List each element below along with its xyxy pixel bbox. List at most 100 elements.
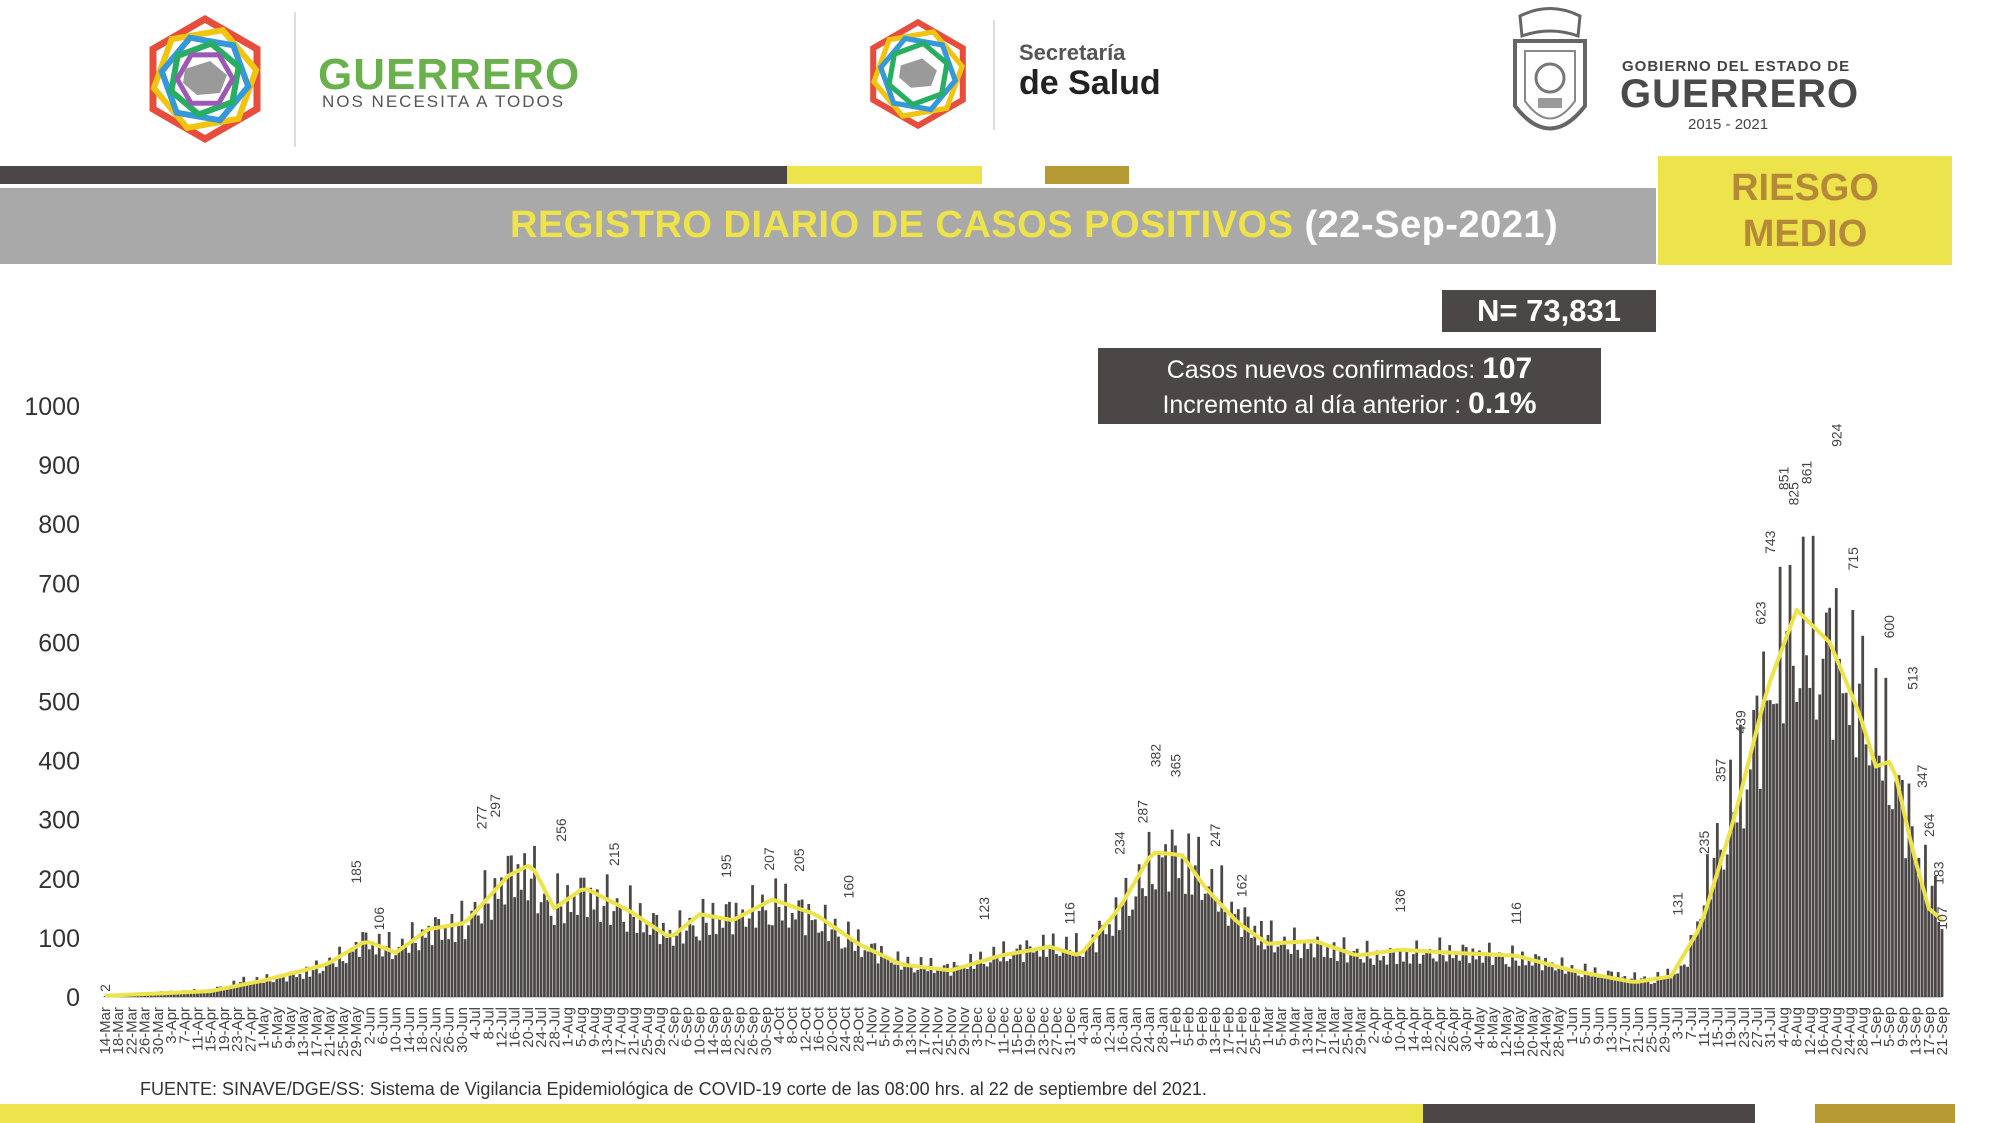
- daily-cases-bar: [718, 919, 721, 997]
- x-tick-label: 26-Sep: [745, 1007, 762, 1055]
- daily-cases-bar: [572, 894, 576, 997]
- daily-cases-bar: [1074, 933, 1078, 997]
- data-label: 234: [1111, 831, 1127, 855]
- x-tick-label: 26-Apr: [1445, 1007, 1462, 1052]
- daily-cases-bar: [827, 941, 830, 997]
- x-tick-label: 20-Jul: [520, 1007, 537, 1048]
- data-label: 106: [371, 907, 387, 931]
- daily-cases-bar: [1653, 982, 1656, 997]
- x-tick-label: 16-Jul: [507, 1007, 524, 1048]
- x-tick-label: 11-Jul: [1696, 1007, 1713, 1047]
- y-tick-label: 500: [38, 689, 80, 717]
- daily-cases-bar: [691, 925, 695, 997]
- x-tick-label: 31-Dec: [1062, 1007, 1079, 1056]
- daily-cases-bar: [1402, 961, 1405, 997]
- daily-cases-bar: [1597, 977, 1600, 997]
- daily-cases-bar: [103, 996, 107, 997]
- daily-cases-bar: [648, 934, 652, 997]
- daily-cases-bar: [708, 934, 712, 997]
- daily-cases-bar: [668, 929, 672, 997]
- daily-cases-bar: [754, 927, 758, 997]
- daily-cases-bar: [1263, 949, 1267, 997]
- daily-cases-bar: [1071, 955, 1075, 997]
- x-tick-label: 8-Jan: [1088, 1007, 1105, 1045]
- daily-cases-bar: [348, 949, 351, 997]
- daily-cases-bar: [526, 900, 530, 997]
- daily-cases-bar: [1190, 894, 1194, 997]
- daily-cases-bar: [1788, 564, 1792, 997]
- x-tick-label: 1-Nov: [864, 1007, 881, 1048]
- increment-label: Incremento al día anterior :: [1162, 391, 1462, 419]
- daily-cases-bar: [1382, 955, 1386, 997]
- daily-cases-bar: [239, 982, 242, 997]
- daily-cases-bar: [457, 925, 460, 997]
- x-tick-label: 26-Mar: [137, 1007, 154, 1055]
- guerrero-emblem-icon: [149, 14, 261, 144]
- daily-cases-bar: [341, 961, 345, 997]
- daily-cases-bar: [969, 953, 973, 997]
- x-tick-label: 6-Apr: [1379, 1007, 1396, 1044]
- x-tick-label: 20-Oct: [824, 1006, 841, 1052]
- x-tick-label: 14-Sep: [705, 1007, 722, 1055]
- x-tick-label: 8-May: [1485, 1007, 1502, 1049]
- x-tick-label: 23-Dec: [1035, 1007, 1052, 1056]
- daily-cases-bar: [761, 894, 764, 997]
- daily-cases-bar: [1577, 975, 1580, 997]
- daily-cases-bar: [1828, 607, 1832, 997]
- daily-cases-bar: [566, 885, 569, 997]
- daily-cases-bar: [268, 981, 272, 997]
- daily-cases-bar: [516, 864, 520, 997]
- daily-cases-bar: [1243, 907, 1247, 997]
- x-tick-label: 12-Jan: [1101, 1007, 1118, 1053]
- daily-cases-bar: [870, 943, 873, 997]
- daily-cases-bar: [1894, 781, 1898, 997]
- daily-cases-bar: [1045, 956, 1049, 997]
- data-label: 116: [1062, 902, 1078, 925]
- daily-cases-bar: [860, 957, 863, 997]
- daily-cases-bar: [1706, 854, 1709, 997]
- daily-cases-bar: [995, 957, 999, 997]
- x-tick-label: 24-Jan: [1141, 1007, 1158, 1053]
- daily-cases-bar: [225, 986, 229, 997]
- daily-cases-bar: [949, 975, 953, 997]
- daily-cases-bar: [1411, 954, 1415, 997]
- daily-cases-bar: [278, 978, 282, 997]
- daily-cases-bar: [1448, 945, 1452, 997]
- guerrero-tagline: NOS NECESITA A TODOS: [322, 92, 566, 111]
- daily-cases-bar: [1312, 957, 1316, 997]
- x-tick-label: 17-Jun: [1617, 1007, 1634, 1053]
- daily-cases-bar: [252, 981, 256, 997]
- daily-cases-bar: [1022, 962, 1025, 997]
- data-label: 600: [1881, 615, 1897, 639]
- daily-cases-bar: [1824, 612, 1828, 997]
- daily-cases-bar: [1487, 942, 1491, 997]
- daily-cases-bar: [1656, 972, 1660, 997]
- daily-cases-bar: [1276, 946, 1280, 997]
- daily-cases-bar: [1088, 943, 1091, 997]
- daily-cases-bar: [467, 925, 470, 997]
- x-tick-label: 28-Oct: [850, 1006, 867, 1052]
- daily-cases-bar: [371, 941, 375, 997]
- daily-cases-bar: [866, 951, 870, 997]
- daily-cases-bar: [381, 956, 384, 997]
- daily-cases-bar: [212, 991, 216, 997]
- x-tick-label: 5-Jun: [1577, 1007, 1594, 1045]
- daily-cases-bar: [1755, 695, 1759, 997]
- x-tick-label: 25-Mar: [1339, 1007, 1356, 1055]
- daily-cases-bar: [255, 977, 259, 997]
- daily-cases-bar: [1884, 677, 1888, 997]
- daily-cases-bar: [262, 982, 265, 997]
- daily-cases-bar: [1646, 980, 1650, 997]
- daily-cases-bar: [417, 950, 421, 997]
- daily-cases-bar: [397, 946, 401, 997]
- daily-cases-bar: [628, 885, 632, 997]
- daily-cases-bar: [543, 893, 546, 997]
- daily-cases-bar: [546, 900, 550, 997]
- daily-cases-bar: [1395, 964, 1399, 997]
- daily-cases-bar: [414, 942, 417, 997]
- daily-cases-bar: [1352, 951, 1356, 997]
- data-label: 924: [1828, 423, 1844, 447]
- daily-cases-bar: [1084, 948, 1088, 997]
- x-tick-label: 15-Dec: [1009, 1007, 1026, 1056]
- daily-cases-bar: [1405, 949, 1409, 997]
